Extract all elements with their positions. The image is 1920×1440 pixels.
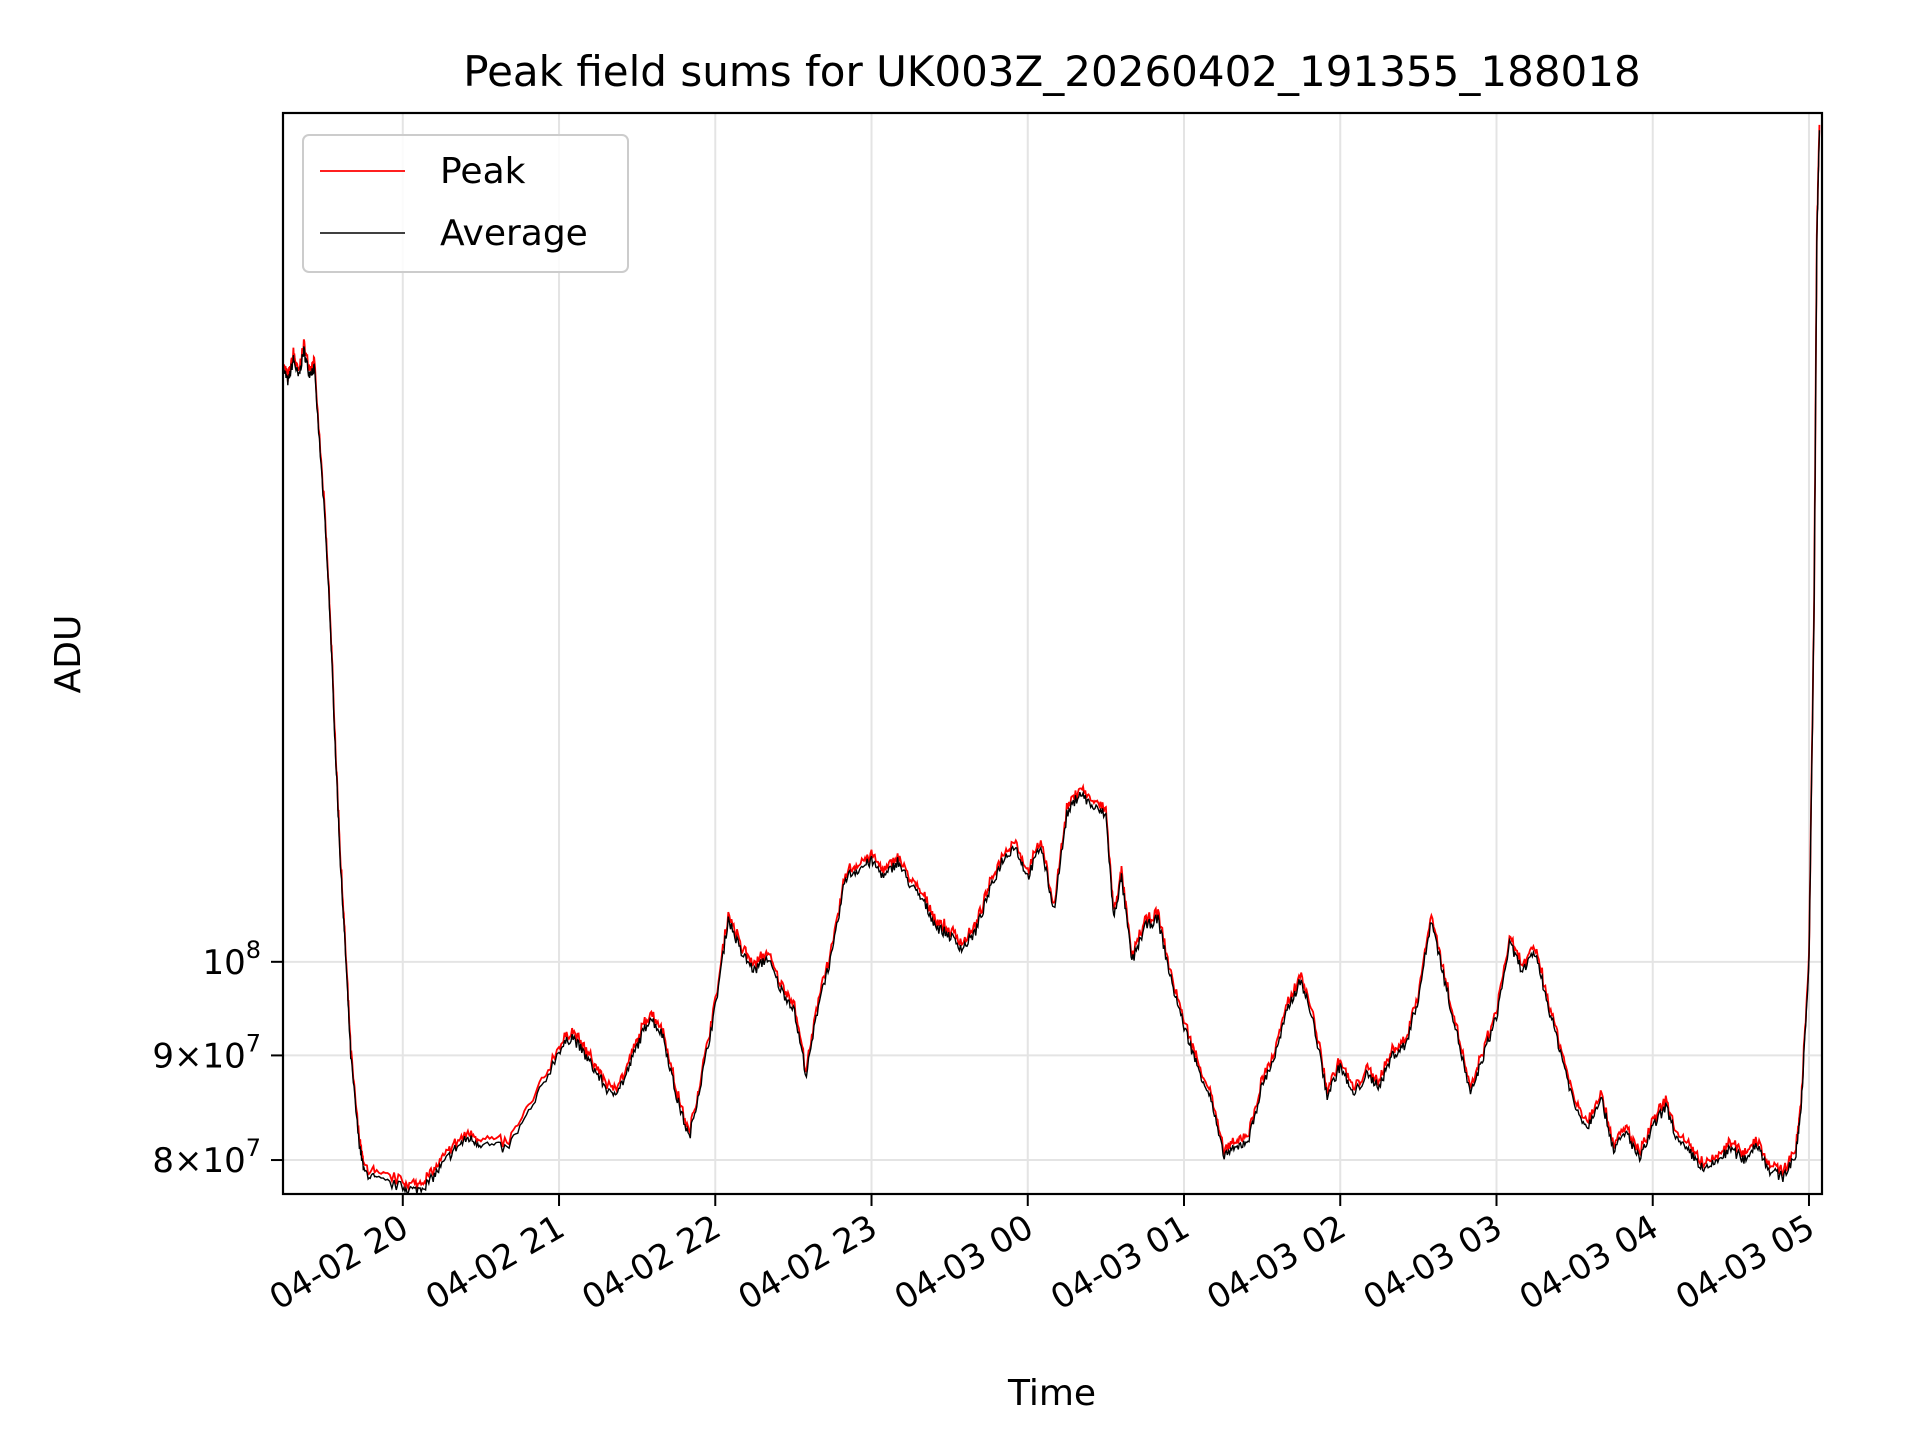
x-tick-label: 04-03 05	[1669, 1207, 1821, 1318]
x-axis-label: Time	[1007, 1373, 1096, 1414]
y-tick-label: 8×107	[152, 1134, 261, 1181]
x-tick-label: 04-02 23	[732, 1207, 884, 1318]
x-tick-label: 04-03 02	[1200, 1207, 1352, 1318]
y-tick-label: 108	[202, 936, 261, 983]
y-tick-label: 9×107	[152, 1029, 261, 1076]
x-tick-label: 04-02 22	[575, 1207, 727, 1318]
series-layer	[282, 124, 1821, 1195]
grid-lines	[283, 113, 1822, 1194]
y-axis-label: ADU	[48, 615, 89, 694]
series-line-peak	[282, 124, 1821, 1192]
series-line-average	[282, 130, 1821, 1195]
legend-label-peak: Peak	[440, 151, 526, 192]
chart-title: Peak field sums for UK003Z_20260402_1913…	[463, 47, 1640, 96]
x-tick-label: 04-03 03	[1357, 1207, 1509, 1318]
legend-label-average: Average	[440, 213, 588, 254]
x-axis: 04-02 20 04-02 21 04-02 22 04-02 23 04-03 00…	[263, 1194, 1821, 1318]
x-tick-label: 04-03 00	[888, 1207, 1040, 1318]
x-tick-label: 04-02 21	[419, 1207, 571, 1318]
legend-box	[302, 134, 629, 273]
plot-frame	[281, 111, 1824, 1196]
y-axis: 8×107 9×107 108	[152, 936, 283, 1181]
x-tick-label: 04-02 20	[263, 1207, 415, 1318]
x-tick-label: 04-03 04	[1513, 1207, 1665, 1318]
x-tick-label: 04-03 01	[1044, 1207, 1196, 1318]
legend: Peak Average	[302, 134, 629, 273]
